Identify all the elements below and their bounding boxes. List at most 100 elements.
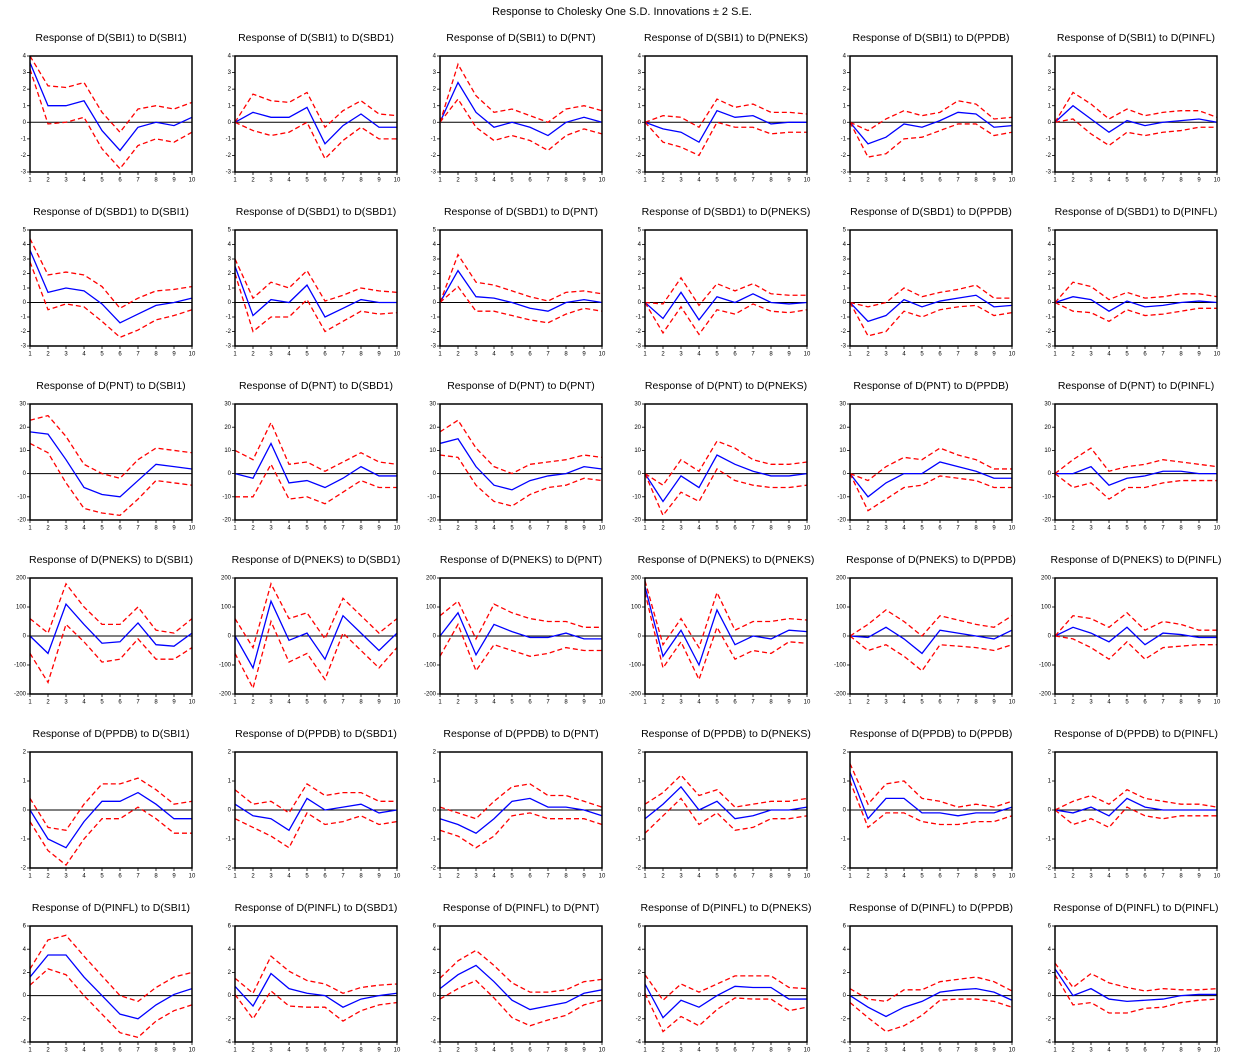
y-tick-label: -100 [1039, 663, 1052, 669]
x-tick-label: 3 [64, 700, 68, 706]
x-tick-label: 2 [661, 526, 665, 532]
y-tick-label: 2 [23, 271, 27, 277]
x-tick-label: 6 [1143, 874, 1147, 880]
x-tick-label: 2 [1071, 700, 1075, 706]
x-tick-label: 3 [1089, 178, 1093, 184]
x-tick-label: 4 [902, 352, 906, 358]
x-tick-label: 4 [82, 352, 86, 358]
x-tick-label: 8 [564, 178, 568, 184]
plot-frame [1055, 56, 1217, 172]
x-tick-label: 2 [1071, 178, 1075, 184]
x-tick-label: 2 [456, 526, 460, 532]
x-tick-label: 5 [715, 1048, 719, 1054]
y-tick-label: 1 [638, 103, 642, 109]
x-tick-label: 5 [305, 1048, 309, 1054]
series-line [30, 807, 192, 865]
x-tick-label: 5 [1125, 700, 1129, 706]
x-tick-label: 1 [438, 526, 442, 532]
y-tick-label: -200 [424, 692, 437, 698]
x-tick-label: 10 [599, 1048, 606, 1054]
y-tick-label: -3 [636, 170, 642, 176]
x-tick-label: 5 [1125, 526, 1129, 532]
y-tick-label: -3 [226, 170, 232, 176]
x-tick-label: 7 [751, 1048, 755, 1054]
series-line [30, 624, 192, 682]
plot-frame [440, 230, 602, 346]
x-tick-label: 10 [1009, 700, 1016, 706]
x-tick-label: 3 [1089, 352, 1093, 358]
x-tick-label: 6 [938, 526, 942, 532]
y-tick-label: 1 [638, 286, 642, 292]
x-tick-label: 9 [787, 352, 791, 358]
y-tick-label: 200 [836, 576, 847, 582]
x-tick-label: 5 [510, 1048, 514, 1054]
x-tick-label: 10 [189, 1048, 196, 1054]
x-tick-label: 10 [394, 874, 401, 880]
y-tick-label: 3 [228, 70, 232, 76]
x-tick-label: 2 [46, 178, 50, 184]
series-line [30, 443, 192, 515]
y-tick-label: 200 [631, 576, 642, 582]
x-tick-label: 10 [1214, 352, 1221, 358]
x-tick-label: 3 [474, 874, 478, 880]
x-tick-label: 4 [697, 700, 701, 706]
y-tick-label: -1 [636, 837, 642, 843]
chart-title: Response of D(PPDB) to D(PNEKS) [641, 728, 811, 740]
series-line [1055, 963, 1217, 991]
x-tick-label: 6 [528, 874, 532, 880]
x-tick-label: 9 [787, 1048, 791, 1054]
series-line [645, 787, 807, 819]
series-line [440, 613, 602, 655]
x-tick-label: 4 [697, 178, 701, 184]
series-line [850, 989, 1012, 1017]
series-line [645, 303, 807, 335]
x-tick-label: 3 [269, 874, 273, 880]
x-tick-label: 9 [992, 1048, 996, 1054]
y-tick-label: 4 [433, 242, 437, 248]
x-tick-label: 10 [804, 352, 811, 358]
y-tick-label: 2 [433, 750, 437, 756]
x-tick-label: 2 [1071, 352, 1075, 358]
x-tick-label: 1 [643, 700, 647, 706]
x-tick-label: 3 [1089, 1048, 1093, 1054]
x-tick-label: 2 [661, 352, 665, 358]
x-tick-label: 1 [28, 352, 32, 358]
y-tick-label: -4 [21, 1040, 27, 1046]
y-tick-label: -4 [431, 1040, 437, 1046]
y-tick-label: 30 [19, 402, 26, 408]
x-tick-label: 8 [1179, 1048, 1183, 1054]
x-tick-label: 10 [599, 874, 606, 880]
y-tick-label: -4 [636, 1040, 642, 1046]
x-tick-label: 7 [1161, 874, 1165, 880]
y-tick-label: -1 [1046, 837, 1052, 843]
x-tick-label: 2 [46, 526, 50, 532]
series-line [850, 101, 1012, 131]
y-tick-label: -3 [841, 344, 847, 350]
x-tick-label: 3 [1089, 526, 1093, 532]
y-tick-label: -1 [226, 837, 232, 843]
series-line [645, 581, 807, 648]
x-tick-label: 8 [769, 352, 773, 358]
y-tick-label: 5 [1048, 228, 1052, 234]
x-tick-label: 6 [118, 352, 122, 358]
series-line [235, 259, 397, 301]
x-tick-label: 8 [974, 352, 978, 358]
series-line [440, 798, 602, 833]
x-tick-label: 6 [323, 178, 327, 184]
y-tick-label: 6 [23, 924, 27, 930]
x-tick-label: 8 [1179, 874, 1183, 880]
y-tick-label: -10 [427, 494, 436, 500]
x-tick-label: 9 [582, 700, 586, 706]
x-tick-label: 3 [679, 1048, 683, 1054]
x-tick-label: 2 [1071, 526, 1075, 532]
chart-title: Response of D(SBI1) to D(SBD1) [238, 32, 394, 44]
y-tick-label: 0 [23, 300, 27, 306]
x-tick-label: 3 [64, 352, 68, 358]
x-tick-label: 4 [82, 1048, 86, 1054]
x-tick-label: 9 [377, 1048, 381, 1054]
y-tick-label: 0 [228, 471, 232, 477]
y-tick-label: 6 [433, 924, 437, 930]
x-tick-label: 7 [341, 874, 345, 880]
x-tick-label: 9 [787, 178, 791, 184]
y-tick-label: 4 [638, 242, 642, 248]
